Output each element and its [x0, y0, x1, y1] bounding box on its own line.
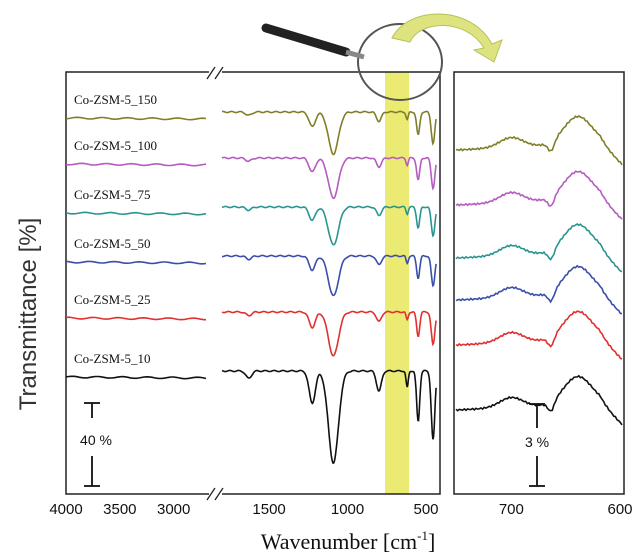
- series-label: Co-ZSM-5_25: [74, 292, 151, 307]
- spectrum-line-co-zsm-5-50: [222, 254, 437, 297]
- x-axis-label-end: ]: [428, 529, 435, 554]
- spectrum-line-co-zsm-5-150: [65, 116, 207, 121]
- x-tick-label: 3000: [157, 501, 190, 518]
- axis-break-bottom: [206, 487, 224, 501]
- spectrum-line-co-zsm-5-75: [221, 205, 437, 246]
- x-tick-label: 1000: [331, 501, 364, 518]
- magnifier-circle: [357, 23, 443, 101]
- series-label: Co-ZSM-5_10: [74, 351, 151, 366]
- zoom-line-co-zsm-5-150: [455, 115, 623, 166]
- scale-bar-main: [84, 402, 100, 487]
- main-panel-frame: [65, 71, 441, 495]
- x-axis-label-sup: -1: [417, 528, 428, 543]
- x-axis-label: Wavenumber [cm-1]: [261, 528, 436, 554]
- spectrum-line-co-zsm-5-10: [65, 375, 207, 380]
- zoom-panel-frame: [453, 71, 625, 495]
- scale-bar-main-label: 40 %: [80, 432, 112, 448]
- magnifier-handle: [261, 23, 365, 60]
- scale-bar-zoom: [529, 403, 545, 487]
- spectrum-line-co-zsm-5-150: [221, 110, 437, 156]
- series-labels: Co-ZSM-5_150 Co-ZSM-5_100 Co-ZSM-5_75 Co-ZS…: [74, 92, 157, 366]
- x-axis-label-main: Wavenumber [cm: [261, 529, 417, 554]
- series-label: Co-ZSM-5_50: [74, 236, 151, 251]
- zoom-line-co-zsm-5-75: [455, 223, 623, 273]
- x-tick-label-zoom: 700: [499, 501, 524, 518]
- zoom-line-co-zsm-5-10: [455, 374, 623, 426]
- zoom-line-co-zsm-5-100: [455, 170, 623, 220]
- series-label: Co-ZSM-5_100: [74, 138, 157, 153]
- spectrum-line-co-zsm-5-50: [65, 260, 207, 265]
- series-label: Co-ZSM-5_150: [74, 92, 157, 107]
- spectrum-line-co-zsm-5-10: [221, 369, 437, 465]
- series-label: Co-ZSM-5_75: [74, 187, 151, 202]
- zoom-line-co-zsm-5-50: [455, 264, 623, 315]
- y-axis-label: Transmittance [%]: [15, 218, 42, 411]
- spectra-group: [65, 110, 623, 465]
- highlight-band: [385, 72, 409, 494]
- zoom-arrow: [391, 13, 503, 63]
- spectrum-line-co-zsm-5-100: [65, 162, 207, 167]
- x-tick-label-zoom: 600: [607, 501, 632, 518]
- zoom-line-co-zsm-5-25: [455, 310, 623, 360]
- axis-break-top: [206, 66, 224, 80]
- x-tick-label: 500: [413, 501, 438, 518]
- spectrum-line-co-zsm-5-100: [221, 156, 437, 200]
- spectrum-line-co-zsm-5-25: [65, 316, 207, 321]
- x-tick-label: 1500: [252, 501, 285, 518]
- scale-bar-zoom-label: 3 %: [525, 434, 549, 450]
- x-tick-label: 4000: [49, 501, 82, 518]
- spectrum-line-co-zsm-5-75: [65, 211, 207, 216]
- x-tick-label: 3500: [103, 501, 136, 518]
- x-tick-labels: 4000 3500 3000 1500 1000 500 700 600: [49, 501, 632, 518]
- spectrum-line-co-zsm-5-25: [221, 310, 437, 357]
